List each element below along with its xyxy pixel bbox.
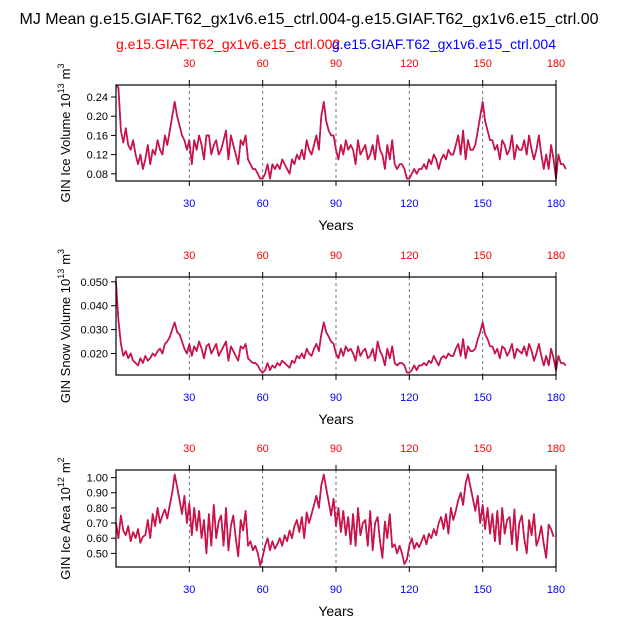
legend-label-ctrl-002: g.e15.GIAF.T62_gx1v6.e15_ctrl.002 bbox=[116, 36, 340, 52]
x-tick-label-top: 90 bbox=[330, 58, 342, 70]
y-tick-label: 0.20 bbox=[87, 111, 108, 123]
y-axis-label-part: 13 bbox=[56, 83, 66, 93]
x-tick-label-top: 180 bbox=[547, 58, 565, 70]
x-tick-label-top: 90 bbox=[330, 443, 342, 455]
x-tick-label-bottom: 60 bbox=[257, 584, 269, 596]
panel-1: 0.08 0.12 0.16 0.20 0.24 30 30 60 60 90 90 120 120 15… bbox=[56, 58, 567, 233]
series-line-ctrl-002 bbox=[115, 473, 555, 567]
x-tick-label-bottom: 30 bbox=[183, 584, 195, 596]
y-tick-label: 0.050 bbox=[80, 277, 108, 289]
x-tick-label-bottom: 180 bbox=[547, 392, 565, 404]
x-tick-label-bottom: 180 bbox=[547, 198, 565, 210]
y-axis-label-part: 13 bbox=[56, 269, 66, 279]
y-axis-label-part: m bbox=[58, 462, 73, 473]
series-line-ctrl-004 bbox=[115, 281, 567, 374]
y-axis-label-part: 3 bbox=[56, 249, 66, 254]
panel-3: 0.50 0.60 0.70 0.80 0.90 1.00 30 30 60 60 90 90 120 1… bbox=[56, 443, 565, 618]
y-tick-label: 0.70 bbox=[87, 518, 108, 530]
y-axis-label-part: GIN Ice Area 10 bbox=[58, 487, 73, 580]
y-tick-label: 0.030 bbox=[80, 325, 108, 337]
y-tick-label: 0.020 bbox=[80, 349, 108, 361]
y-tick-label: 0.50 bbox=[87, 548, 108, 560]
y-tick-label: 0.16 bbox=[87, 130, 108, 142]
series-line-ctrl-004 bbox=[115, 84, 567, 180]
x-tick-label-bottom: 60 bbox=[257, 198, 269, 210]
y-axis-label-part: GIN Ice Volume 10 bbox=[58, 93, 73, 202]
series-line-ctrl-002 bbox=[115, 84, 567, 180]
y-axis-label: GIN Ice Volume 1013 m3 bbox=[56, 64, 73, 203]
x-tick-label-top: 60 bbox=[257, 250, 269, 262]
x-tick-label-bottom: 60 bbox=[257, 392, 269, 404]
x-tick-label-bottom: 120 bbox=[400, 198, 418, 210]
y-axis-label-part: GIN Snow Volume 10 bbox=[58, 279, 73, 403]
y-tick-label: 0.24 bbox=[87, 92, 108, 104]
panel-2: 0.020 0.030 0.040 0.050 30 30 60 60 90 90 120 120 15… bbox=[56, 249, 567, 427]
x-tick-label-top: 30 bbox=[183, 443, 195, 455]
y-tick-label: 0.040 bbox=[80, 301, 108, 313]
x-tick-label-top: 120 bbox=[400, 250, 418, 262]
x-tick-label-bottom: 30 bbox=[183, 392, 195, 404]
y-tick-label: 0.08 bbox=[87, 169, 108, 181]
y-tick-label: 0.60 bbox=[87, 533, 108, 545]
x-tick-label-bottom: 90 bbox=[330, 392, 342, 404]
x-axis-label: Years bbox=[318, 411, 353, 427]
x-tick-label-bottom: 90 bbox=[330, 198, 342, 210]
legend-label-ctrl-004: g.e15.GIAF.T62_gx1v6.e15_ctrl.004 bbox=[332, 36, 556, 52]
y-tick-label: 0.90 bbox=[87, 488, 108, 500]
y-axis-label-part: 3 bbox=[56, 64, 66, 69]
x-tick-label-top: 30 bbox=[183, 58, 195, 70]
y-axis-label: GIN Snow Volume 1013 m3 bbox=[56, 249, 73, 403]
y-axis-label-part: 2 bbox=[56, 457, 66, 462]
series-line-ctrl-002 bbox=[115, 281, 567, 374]
x-axis-label: Years bbox=[318, 217, 353, 233]
y-axis-label-part: 12 bbox=[56, 477, 66, 487]
x-tick-label-top: 150 bbox=[474, 443, 492, 455]
x-tick-label-top: 120 bbox=[400, 58, 418, 70]
x-tick-label-top: 150 bbox=[474, 58, 492, 70]
y-tick-label: 0.80 bbox=[87, 503, 108, 515]
x-tick-label-top: 180 bbox=[547, 443, 565, 455]
y-tick-label: 0.12 bbox=[87, 150, 108, 162]
x-tick-label-bottom: 120 bbox=[400, 584, 418, 596]
x-tick-label-top: 180 bbox=[547, 250, 565, 262]
plot-title: MJ Mean g.e15.GIAF.T62_gx1v6.e15_ctrl.00… bbox=[20, 11, 599, 28]
y-axis-label-part: m bbox=[58, 69, 73, 80]
y-axis-label: GIN Ice Area 1012 m2 bbox=[56, 457, 73, 579]
x-tick-label-top: 120 bbox=[400, 443, 418, 455]
y-axis-label-part: m bbox=[58, 254, 73, 265]
x-tick-label-bottom: 30 bbox=[183, 198, 195, 210]
x-tick-label-top: 60 bbox=[257, 443, 269, 455]
x-tick-label-bottom: 150 bbox=[474, 392, 492, 404]
x-tick-label-bottom: 180 bbox=[547, 584, 565, 596]
x-tick-label-top: 30 bbox=[183, 250, 195, 262]
y-tick-label: 1.00 bbox=[87, 473, 108, 485]
x-tick-label-bottom: 120 bbox=[400, 392, 418, 404]
x-tick-label-bottom: 90 bbox=[330, 584, 342, 596]
x-tick-label-top: 90 bbox=[330, 250, 342, 262]
x-tick-label-top: 150 bbox=[474, 250, 492, 262]
x-tick-label-top: 60 bbox=[257, 58, 269, 70]
x-tick-label-bottom: 150 bbox=[474, 198, 492, 210]
x-axis-label: Years bbox=[318, 603, 353, 618]
x-tick-label-bottom: 150 bbox=[474, 584, 492, 596]
